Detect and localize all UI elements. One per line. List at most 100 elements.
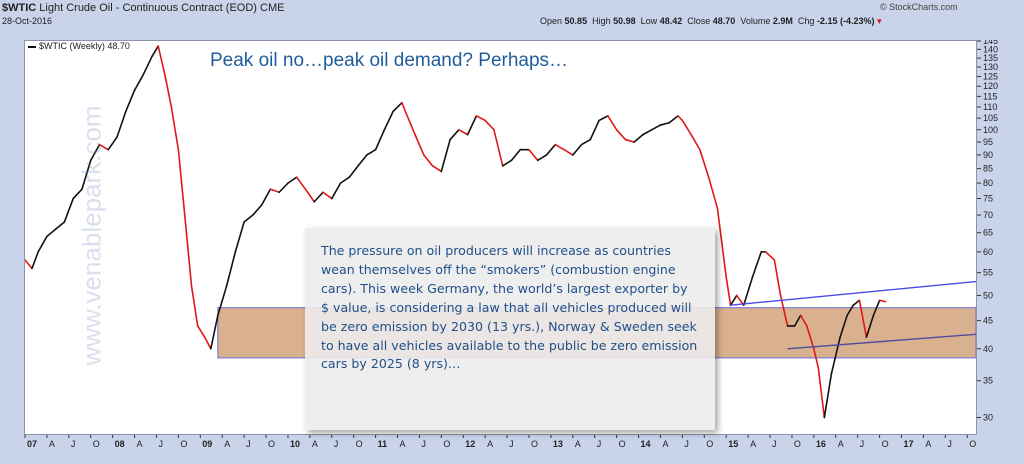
price-segment bbox=[536, 154, 548, 162]
x-tick-label: O bbox=[356, 439, 363, 449]
price-segment bbox=[659, 121, 671, 126]
upper-trendline bbox=[730, 280, 976, 306]
price-segment bbox=[31, 251, 39, 270]
legend-line-icon bbox=[28, 45, 36, 48]
price-segment bbox=[878, 299, 887, 303]
y-tick-label: 110 bbox=[983, 102, 997, 112]
price-segment bbox=[449, 128, 460, 141]
x-tick-label: J bbox=[597, 439, 602, 449]
low-value: 48.42 bbox=[659, 16, 683, 26]
price-segment bbox=[46, 228, 57, 238]
price-segment bbox=[348, 165, 359, 179]
price-segment bbox=[72, 188, 83, 200]
y-tick-label: 85 bbox=[983, 164, 993, 174]
y-tick-label: 30 bbox=[983, 413, 993, 423]
price-segment bbox=[817, 366, 826, 419]
instrument-name: Light Crude Oil - Continuous Contract (E… bbox=[39, 2, 257, 14]
price-segment bbox=[374, 128, 386, 151]
price-segment bbox=[225, 251, 237, 287]
price-segment bbox=[681, 119, 692, 136]
y-tick-label: 70 bbox=[983, 210, 993, 220]
y-tick-label: 125 bbox=[983, 71, 998, 81]
price-segment bbox=[414, 133, 425, 156]
price-segment bbox=[545, 143, 557, 156]
price-segment bbox=[484, 119, 495, 131]
watermark: www.venablepark.com bbox=[76, 105, 107, 366]
y-tick-label: 95 bbox=[983, 137, 993, 147]
price-segment bbox=[89, 143, 101, 162]
y-tick-label: 60 bbox=[983, 247, 993, 257]
y-axis: 30 35 40 45 50 55 60 65 70 75 80 85 90 95 100 105110115… bbox=[977, 40, 998, 423]
x-tick-label: A bbox=[137, 439, 143, 449]
price-segment bbox=[440, 138, 451, 173]
price-segment bbox=[339, 176, 351, 184]
price-segment bbox=[633, 133, 644, 143]
commentary-text: The pressure on oil producers will incre… bbox=[321, 243, 698, 372]
price-segment bbox=[707, 176, 719, 210]
x-tick-label: A bbox=[400, 439, 406, 449]
price-segment bbox=[322, 191, 333, 200]
price-segment bbox=[589, 119, 600, 141]
x-tick-label: A bbox=[49, 439, 55, 449]
ohlc-readout: Open 50.85 High 50.98 Low 48.42 Close 48… bbox=[540, 16, 882, 27]
price-segment bbox=[598, 115, 609, 122]
y-tick-label: 140 bbox=[983, 44, 998, 54]
y-tick-label: 135 bbox=[983, 53, 998, 63]
price-segment bbox=[764, 251, 776, 261]
x-tick-label: A bbox=[838, 439, 844, 449]
price-segment bbox=[124, 89, 136, 113]
price-segment bbox=[133, 73, 145, 92]
x-tick-label: J bbox=[772, 439, 777, 449]
close-label: Close bbox=[687, 16, 711, 26]
x-tick-label: 11 bbox=[378, 439, 388, 449]
x-tick-label: O bbox=[619, 439, 626, 449]
price-segment bbox=[217, 285, 228, 317]
x-tick-label: 10 bbox=[290, 439, 300, 449]
low-label: Low bbox=[640, 16, 658, 26]
price-segment bbox=[677, 115, 684, 122]
x-tick-label: J bbox=[860, 439, 865, 449]
y-tick-label: 75 bbox=[983, 194, 993, 204]
price-segment bbox=[63, 197, 75, 223]
price-segment bbox=[852, 299, 861, 306]
price-segment bbox=[151, 45, 160, 58]
open-label: Open bbox=[540, 16, 563, 26]
price-segment bbox=[858, 299, 868, 338]
price-segment bbox=[177, 148, 187, 223]
price-segment bbox=[650, 124, 662, 131]
price-segment bbox=[405, 112, 416, 136]
price-segment bbox=[501, 159, 513, 167]
x-tick-label: A bbox=[487, 439, 493, 449]
symbol: $WTIC bbox=[2, 2, 37, 14]
price-segment bbox=[37, 235, 48, 253]
x-tick-label: O bbox=[882, 439, 889, 449]
close-value: 48.70 bbox=[712, 16, 736, 26]
price-segment bbox=[554, 143, 565, 151]
exchange: CME bbox=[260, 2, 285, 14]
price-segment bbox=[25, 259, 33, 270]
series-legend: $WTIC (Weekly) 48.70 bbox=[28, 41, 130, 51]
price-segment bbox=[607, 115, 618, 131]
legend-label: $WTIC (Weekly) 48.70 bbox=[39, 41, 130, 51]
x-tick-label: J bbox=[71, 439, 76, 449]
price-segment bbox=[466, 115, 478, 136]
y-tick-label: 100 bbox=[983, 125, 998, 135]
price-segment bbox=[806, 325, 815, 350]
x-tick-label: J bbox=[334, 439, 339, 449]
x-tick-label: 16 bbox=[816, 439, 826, 449]
chart-date: 28-Oct-2016 bbox=[2, 16, 53, 26]
x-tick-label: J bbox=[509, 439, 514, 449]
x-axis: 07 A J O 08 A J O 09 A J O 10 A J O 11 A J O 12 A J O 13 A J O 14 A J O… bbox=[24, 435, 976, 449]
x-tick-label: A bbox=[750, 439, 756, 449]
price-segment bbox=[830, 336, 841, 375]
x-tick-label: 13 bbox=[553, 439, 563, 449]
price-segment bbox=[813, 347, 820, 369]
price-segment bbox=[725, 276, 732, 306]
price-segment bbox=[668, 115, 679, 124]
volume-label: Volume bbox=[740, 16, 771, 26]
price-segment bbox=[729, 294, 738, 306]
price-segment bbox=[872, 299, 881, 317]
price-segment bbox=[260, 188, 272, 206]
y-tick-label: 90 bbox=[983, 150, 993, 160]
price-segment bbox=[642, 128, 653, 136]
